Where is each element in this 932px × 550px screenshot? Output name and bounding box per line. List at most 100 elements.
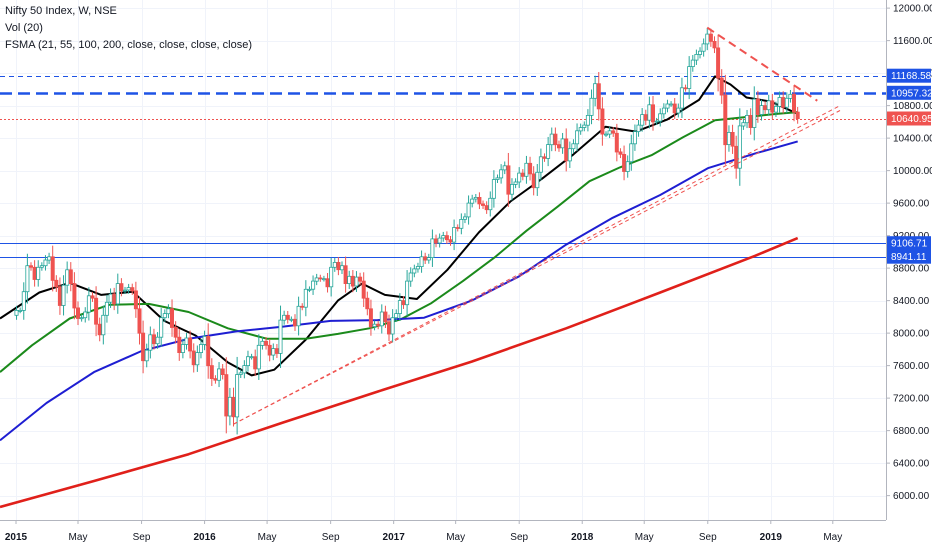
- candle: [144, 343, 149, 368]
- candle: [148, 326, 153, 359]
- candle-body: [683, 87, 688, 90]
- candle-body: [607, 130, 612, 135]
- candle-body: [730, 131, 735, 147]
- price-label-box: [887, 85, 931, 100]
- candle-body: [325, 278, 330, 288]
- candle-body: [669, 103, 674, 106]
- candle-body: [448, 239, 453, 243]
- candle-body: [104, 301, 109, 316]
- candle-body: [705, 33, 710, 45]
- candle-body: [470, 198, 475, 204]
- candle: [499, 164, 504, 184]
- candle: [216, 362, 221, 388]
- candle-body: [640, 114, 645, 126]
- candle: [361, 272, 366, 308]
- candle: [119, 278, 124, 297]
- price-label-box: [887, 111, 931, 126]
- candle-body: [737, 125, 742, 169]
- candle-body: [408, 272, 413, 282]
- candle: [535, 164, 540, 196]
- candle: [372, 320, 377, 331]
- candle: [126, 283, 131, 294]
- candle-body: [466, 202, 471, 218]
- candle-body: [397, 300, 402, 315]
- candle-body: [745, 115, 750, 124]
- candle: [470, 194, 475, 208]
- candle: [444, 231, 449, 244]
- candle-body: [716, 47, 721, 79]
- candle-body: [589, 97, 594, 116]
- candle-body: [65, 269, 70, 286]
- candle: [585, 109, 590, 132]
- candle: [611, 127, 616, 137]
- candle-body: [546, 144, 551, 159]
- candle-body: [61, 284, 66, 306]
- candle: [654, 117, 659, 126]
- candle-body: [687, 66, 692, 89]
- price-label-1: 11168.58: [887, 68, 932, 83]
- candle: [625, 155, 630, 178]
- x-axis-ticks[interactable]: 2015 May Sep 2016 May Sep 2017 May Sep 2018 May Sep…: [5, 520, 842, 543]
- candle-body: [719, 77, 724, 96]
- indicator-volume[interactable]: Vol (20): [5, 22, 43, 34]
- candle: [224, 357, 229, 434]
- candle: [491, 170, 496, 208]
- candle-body: [141, 332, 146, 362]
- candle-body: [452, 227, 457, 243]
- candle: [137, 297, 142, 345]
- candle-body: [412, 268, 417, 274]
- candle: [426, 253, 431, 264]
- candle: [415, 262, 420, 273]
- candle: [528, 156, 533, 181]
- chart-title[interactable]: Nifty 50 Index, W, NSE: [5, 5, 117, 17]
- candle: [651, 95, 656, 131]
- candle-body: [390, 317, 395, 335]
- grid: [0, 0, 886, 520]
- candle: [285, 310, 290, 324]
- x-tick-label-2: Sep: [133, 532, 151, 543]
- candle: [155, 332, 160, 349]
- candle: [716, 34, 721, 92]
- candle-body: [647, 104, 652, 121]
- candle: [397, 293, 402, 322]
- candle-body: [148, 334, 153, 351]
- candle: [593, 75, 598, 107]
- candle-body: [90, 295, 95, 299]
- candle-body: [198, 344, 203, 354]
- candle-body: [21, 291, 26, 311]
- candle: [249, 353, 254, 360]
- candle: [737, 108, 742, 186]
- trendlines: [233, 26, 841, 425]
- candle-body: [433, 238, 438, 244]
- indicator-fsma[interactable]: FSMA (21, 55, 100, 200, close, close, cl…: [5, 39, 253, 51]
- candle-body: [748, 115, 753, 129]
- candle-body: [358, 276, 363, 282]
- moving-averages: [0, 75, 799, 509]
- candle-body: [792, 93, 797, 113]
- candle-body: [766, 100, 771, 111]
- candle: [25, 253, 30, 304]
- candle: [94, 286, 99, 337]
- candle-body: [770, 100, 775, 113]
- candle: [151, 328, 156, 350]
- candle: [549, 127, 554, 152]
- candle: [571, 139, 576, 154]
- candle-body: [25, 265, 30, 293]
- candle-body: [300, 305, 305, 308]
- candle-body: [350, 275, 355, 287]
- candle: [14, 305, 19, 320]
- candle-body: [47, 256, 52, 261]
- ma-200-line: [0, 236, 799, 509]
- y-tick-label-11: 10400.00: [893, 134, 932, 145]
- candle: [614, 123, 619, 162]
- candle-body: [625, 161, 630, 172]
- candle-body: [43, 259, 48, 267]
- trendline-1: [233, 105, 841, 425]
- candle-body: [318, 277, 323, 280]
- candle: [256, 334, 261, 380]
- candle-body: [600, 108, 605, 135]
- candle: [665, 99, 670, 113]
- candle-body: [76, 307, 81, 319]
- candle: [792, 85, 797, 122]
